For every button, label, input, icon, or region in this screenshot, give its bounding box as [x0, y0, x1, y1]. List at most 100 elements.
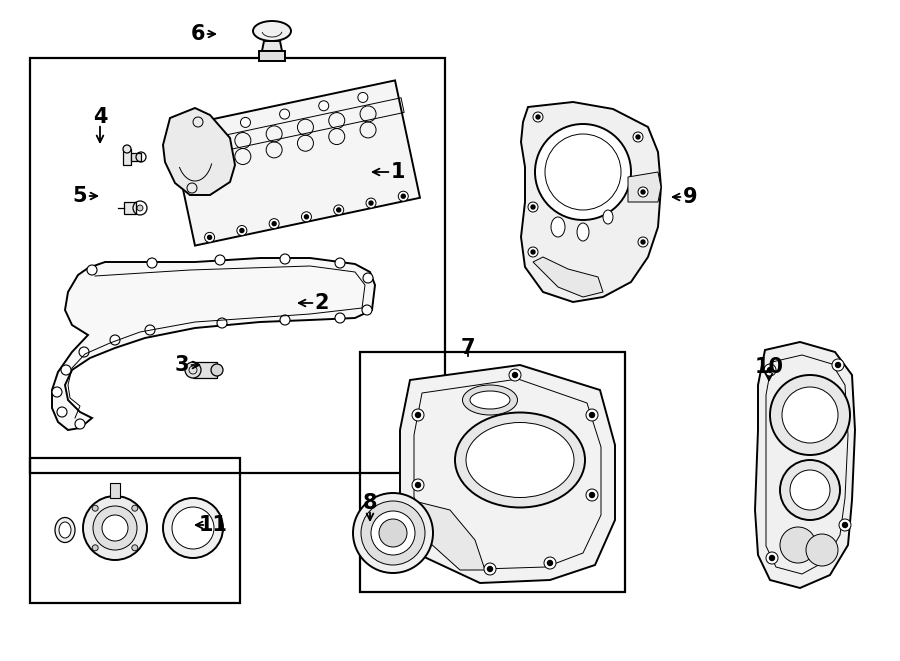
Circle shape — [110, 335, 120, 345]
Circle shape — [528, 202, 538, 212]
Circle shape — [528, 247, 538, 257]
Circle shape — [399, 191, 409, 201]
Circle shape — [93, 506, 137, 550]
Bar — [30, 458, 240, 603]
Circle shape — [509, 369, 521, 381]
Circle shape — [586, 489, 598, 501]
Circle shape — [302, 212, 311, 222]
Ellipse shape — [466, 422, 574, 498]
Text: 11: 11 — [199, 515, 228, 535]
Circle shape — [334, 205, 344, 215]
Circle shape — [361, 501, 425, 565]
Circle shape — [484, 563, 496, 575]
Text: 7: 7 — [461, 338, 475, 358]
Circle shape — [590, 492, 595, 498]
Circle shape — [61, 365, 71, 375]
Ellipse shape — [55, 518, 75, 543]
Circle shape — [362, 305, 372, 315]
Circle shape — [363, 273, 373, 283]
Circle shape — [641, 240, 645, 244]
Circle shape — [280, 254, 290, 264]
Text: 6: 6 — [191, 24, 205, 44]
Circle shape — [770, 375, 850, 455]
Circle shape — [379, 519, 407, 547]
Polygon shape — [533, 257, 603, 297]
Bar — [259, 51, 285, 61]
Circle shape — [335, 258, 345, 268]
Circle shape — [75, 419, 85, 429]
Circle shape — [416, 412, 420, 418]
Circle shape — [638, 237, 648, 247]
Circle shape — [638, 187, 648, 197]
Circle shape — [240, 118, 250, 128]
Circle shape — [839, 519, 851, 531]
Text: 9: 9 — [683, 187, 698, 207]
Circle shape — [137, 205, 143, 211]
Circle shape — [531, 205, 535, 209]
Polygon shape — [628, 172, 661, 202]
Circle shape — [272, 221, 276, 225]
Bar — [30, 58, 445, 473]
Circle shape — [782, 387, 838, 443]
Circle shape — [237, 225, 247, 235]
Circle shape — [780, 527, 816, 563]
Circle shape — [147, 258, 157, 268]
Circle shape — [806, 534, 838, 566]
Circle shape — [590, 412, 595, 418]
Circle shape — [366, 198, 376, 208]
Circle shape — [531, 250, 535, 254]
Ellipse shape — [603, 210, 613, 224]
Circle shape — [204, 233, 214, 243]
Circle shape — [57, 407, 67, 417]
Text: 5: 5 — [73, 186, 87, 206]
Circle shape — [215, 255, 225, 265]
Circle shape — [371, 511, 415, 555]
Polygon shape — [400, 365, 615, 583]
Circle shape — [536, 115, 540, 119]
Circle shape — [102, 515, 128, 541]
Circle shape — [87, 265, 97, 275]
Circle shape — [185, 362, 201, 378]
Circle shape — [488, 566, 492, 572]
Text: 3: 3 — [175, 355, 189, 375]
Circle shape — [780, 460, 840, 520]
Circle shape — [512, 373, 517, 377]
Circle shape — [835, 362, 841, 368]
Circle shape — [770, 555, 775, 561]
Circle shape — [764, 364, 776, 376]
Circle shape — [636, 135, 640, 139]
Ellipse shape — [253, 21, 291, 41]
Circle shape — [280, 315, 290, 325]
Circle shape — [337, 208, 341, 212]
Text: 8: 8 — [363, 493, 377, 513]
Circle shape — [163, 498, 223, 558]
Circle shape — [586, 409, 598, 421]
Text: 4: 4 — [93, 107, 107, 127]
Circle shape — [52, 387, 62, 397]
Polygon shape — [170, 81, 420, 246]
Ellipse shape — [59, 522, 71, 538]
Circle shape — [547, 561, 553, 566]
Circle shape — [533, 112, 543, 122]
Ellipse shape — [470, 391, 510, 409]
Circle shape — [369, 201, 373, 205]
Circle shape — [641, 190, 645, 194]
Circle shape — [790, 470, 830, 510]
Circle shape — [280, 109, 290, 119]
Polygon shape — [52, 258, 375, 430]
Polygon shape — [755, 342, 855, 588]
Circle shape — [842, 522, 848, 527]
Polygon shape — [163, 108, 235, 195]
Circle shape — [768, 368, 772, 373]
Bar — [124, 202, 136, 214]
Circle shape — [217, 318, 227, 328]
Circle shape — [92, 505, 98, 511]
Circle shape — [412, 409, 424, 421]
Bar — [193, 362, 217, 378]
Circle shape — [131, 545, 138, 551]
Text: 1: 1 — [391, 162, 405, 182]
Circle shape — [544, 557, 556, 569]
Circle shape — [412, 479, 424, 491]
Polygon shape — [521, 102, 661, 302]
Circle shape — [131, 505, 138, 511]
